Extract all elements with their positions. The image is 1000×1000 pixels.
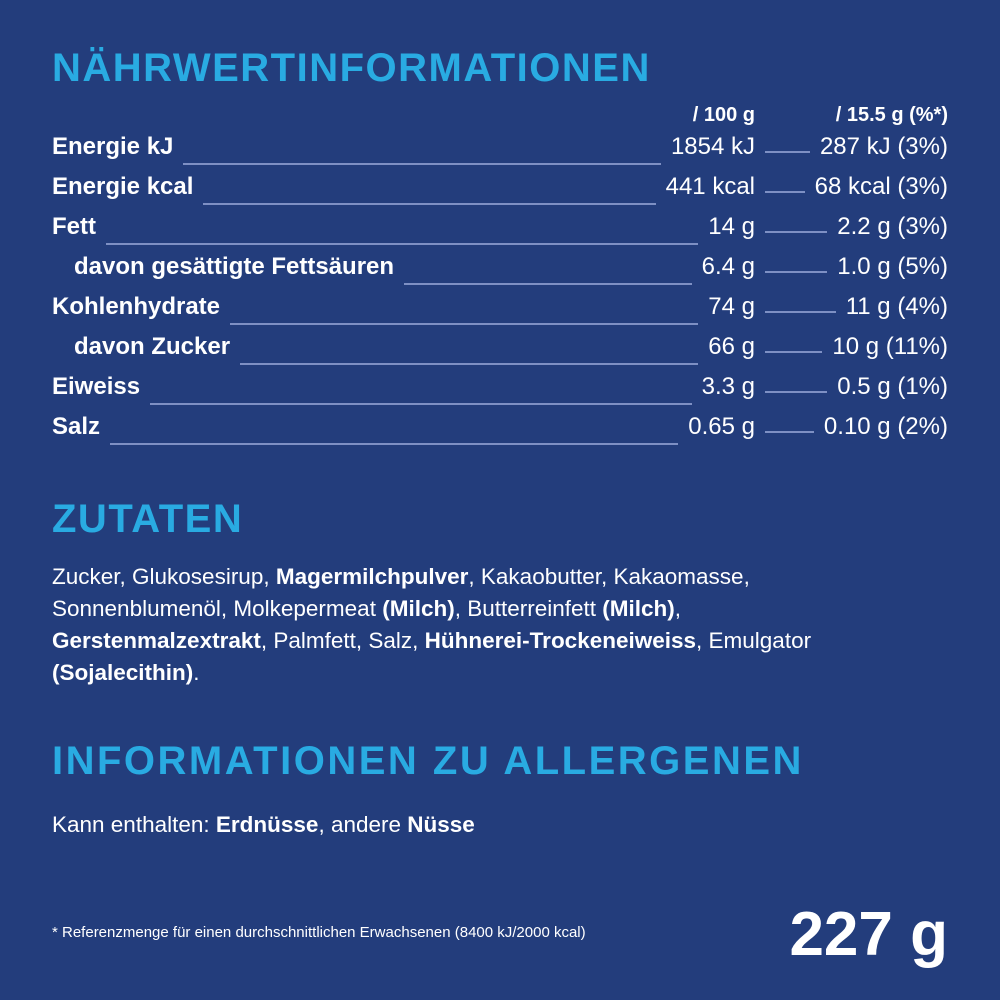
net-weight: 227 g [789,900,948,969]
text-segment-bold: Erdnüsse [215,812,319,837]
per-portion-cell: 11 g (4%) [755,293,948,321]
nutrition-row: Kohlenhydrate 74 g 11 g (4%) [52,293,948,333]
per-100g-value: 441 kcal [665,173,755,200]
per-portion-cell: 0.10 g (2%) [755,413,948,441]
nutrient-label: Salz [52,413,101,440]
per-portion-cell: 287 kJ (3%) [755,133,948,161]
text-segment: , [674,596,682,621]
per-portion-value: 11 g (4%) [845,293,948,320]
nutrition-row: Eiweiss 3.3 g 0.5 g (1%) [52,373,948,413]
text-segment: , Kakaobutter, Kakaomasse, Sonnenblumenö… [52,564,750,621]
nutrition-row: Salz 0.65 g 0.10 g (2%) [52,413,948,453]
text-segment-bold: (Milch) [382,596,455,621]
allergens-title: INFORMATIONEN ZU ALLERGENEN [52,739,804,783]
per-100g-value: 74 g [708,293,755,320]
footer: * Referenzmenge für einen durchschnittli… [52,904,948,966]
text-segment-bold: Magermilchpulver [275,564,469,589]
per-100g-value: 3.3 g [701,373,755,400]
text-segment: , Palmfett, Salz, [260,628,425,653]
ingredients-text: Zucker, Glukosesirup, Magermilchpulver, … [52,561,897,689]
leader-line [183,163,661,165]
per-100g-value: 1854 kJ [670,133,755,160]
text-segment: Zucker, Glukosesirup, [52,564,276,589]
text-segment: , Emulgator [696,628,812,653]
per-portion-cell: 1.0 g (5%) [755,253,948,281]
nutrient-label: Kohlenhydrate [52,293,221,320]
leader-line [765,151,810,153]
per-100g-header: / 100 g [692,104,755,126]
ingredients-title: ZUTATEN [52,497,244,541]
nutrition-row: davon Zucker 66 g 10 g (11%) [52,333,948,373]
text-segment: , Butterreinfett [454,596,603,621]
leader-line [765,191,805,193]
nutrient-label: Energie kcal [52,173,194,200]
text-segment: . [193,660,200,685]
nutrient-label: Energie kJ [52,133,174,160]
column-headers: / 100 g / 15.5 g (%*) [52,104,948,127]
nutrient-label: davon Zucker [74,333,231,360]
per-portion-value: 68 kcal (3%) [814,173,948,200]
text-segment-bold: (Sojalecithin) [52,660,194,685]
text-segment-bold: Gerstenmalzextrakt [52,628,261,653]
leader-line [110,443,679,445]
nutrient-label: Fett [52,213,96,240]
leader-line [203,203,656,205]
per-portion-header: / 15.5 g (%*) [835,104,948,126]
text-segment-bold: Nüsse [407,812,475,837]
allergens-text: Kann enthalten: Erdnüsse, andere Nüsse [52,809,897,841]
per-100g-value: 14 g [708,213,755,240]
nutrient-label: davon gesättigte Fettsäuren [74,253,395,280]
reference-note: * Referenzmenge für einen durchschnittli… [52,923,586,941]
per-portion-cell: 68 kcal (3%) [755,173,948,201]
per-portion-cell: 2.2 g (3%) [755,213,948,241]
leader-line [150,403,692,405]
per-portion-cell: 10 g (11%) [755,333,948,361]
leader-line [240,363,699,365]
leader-line [765,271,828,273]
nutrition-title: NÄHRWERTINFORMATIONEN [52,46,651,90]
text-segment: Kann enthalten: [52,812,216,837]
leader-line [765,311,836,313]
per-100g-value: 0.65 g [688,413,755,440]
per-100g-value: 6.4 g [701,253,755,280]
per-portion-value: 0.5 g (1%) [837,373,948,400]
leader-line [765,351,823,353]
leader-line [106,243,699,245]
leader-line [404,283,692,285]
text-segment-bold: Hühnerei-Trockeneiweiss [424,628,697,653]
per-portion-cell: 0.5 g (1%) [755,373,948,401]
per-portion-value: 2.2 g (3%) [837,213,948,240]
per-portion-value: 287 kJ (3%) [819,133,948,160]
per-portion-value: 0.10 g (2%) [823,413,948,440]
per-100g-value: 66 g [708,333,755,360]
text-segment: , andere [318,812,408,837]
nutrition-table: Energie kJ 1854 kJ 287 kJ (3%) Energie kcal… [52,133,948,453]
per-portion-value: 1.0 g (5%) [837,253,948,280]
per-portion-value: 10 g (11%) [832,333,948,360]
nutrition-row: Energie kcal 441 kcal 68 kcal (3%) [52,173,948,213]
text-segment-bold: (Milch) [602,596,675,621]
leader-line [765,431,814,433]
nutrient-label: Eiweiss [52,373,141,400]
nutrition-row: Fett 14 g 2.2 g (3%) [52,213,948,253]
leader-line [765,391,828,393]
nutrition-row: davon gesättigte Fettsäuren 6.4 g 1.0 g (5… [52,253,948,293]
leader-line [230,323,699,325]
nutrition-row: Energie kJ 1854 kJ 287 kJ (3%) [52,133,948,173]
leader-line [765,231,828,233]
